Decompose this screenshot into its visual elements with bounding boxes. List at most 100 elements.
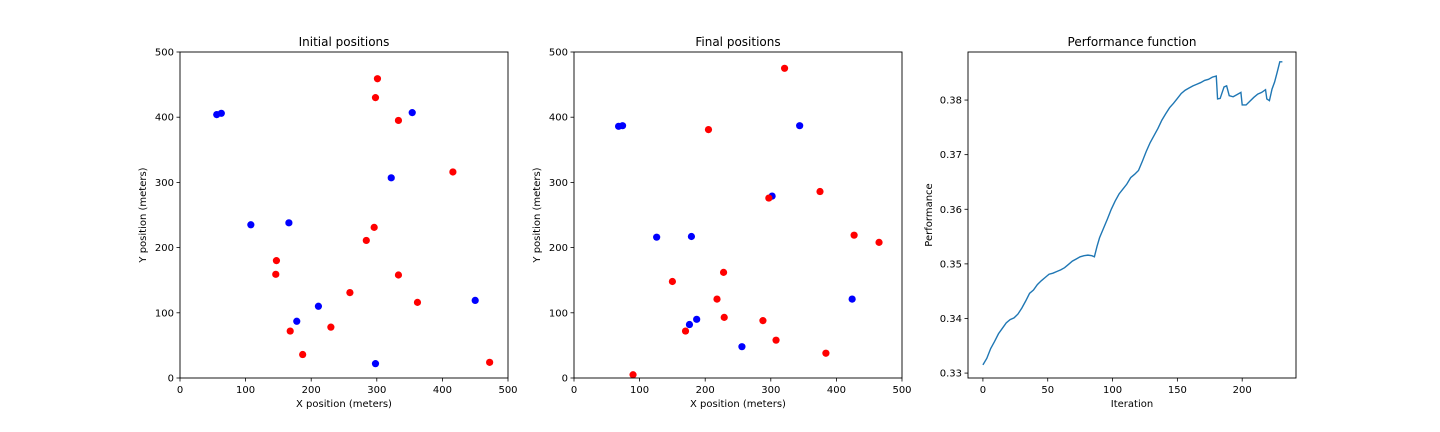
data-point: [408, 109, 416, 117]
x-axis-label: X position (meters): [690, 399, 786, 410]
y-tick-label: 500: [549, 48, 568, 59]
y-tick-label: 0.34: [940, 314, 962, 325]
data-point: [362, 236, 370, 245]
plot-area: [213, 75, 494, 368]
x-tick-label: 150: [1168, 385, 1187, 396]
x-tick-label: 200: [696, 385, 715, 396]
x-tick-label: 0: [980, 385, 986, 396]
data-point: [713, 295, 721, 303]
x-tick-label: 500: [892, 385, 911, 396]
y-tick-label: 300: [549, 178, 568, 189]
data-point: [822, 349, 830, 357]
y-tick-label: 400: [549, 113, 568, 124]
data-point: [685, 320, 694, 329]
data-point: [285, 219, 293, 227]
data-point: [618, 122, 627, 130]
y-axis-label: Y position (meters): [138, 167, 149, 263]
y-tick-label: 0.36: [940, 205, 962, 216]
data-point: [293, 317, 301, 325]
x-tick-label: 400: [827, 385, 846, 396]
data-point: [394, 271, 403, 279]
y-tick-label: 0.33: [940, 369, 962, 380]
x-axis-label: Iteration: [1111, 399, 1153, 410]
y-tick-label: 200: [549, 243, 568, 254]
data-point: [848, 295, 856, 303]
data-point: [720, 313, 728, 321]
x-tick-label: 200: [1233, 385, 1252, 396]
x-axis-label: X position (meters): [296, 399, 392, 410]
y-tick-label: 100: [549, 308, 568, 319]
data-point: [371, 94, 380, 102]
data-point: [413, 298, 422, 306]
data-point: [247, 221, 255, 229]
x-tick-label: 50: [1041, 385, 1054, 396]
data-point: [286, 327, 294, 335]
data-point: [327, 323, 335, 331]
initial-positions-panel: Initial positions 0 100 200 300 400 500 0 100 200…: [138, 35, 518, 410]
y-axis-label: Performance: [924, 183, 935, 246]
x-tick-label: 100: [1103, 385, 1122, 396]
data-point: [272, 257, 281, 265]
data-point: [738, 343, 746, 351]
x-tick-label: 200: [302, 385, 321, 396]
chart-title: Performance function: [1068, 35, 1197, 49]
data-point: [371, 360, 380, 368]
x-tick-label: 100: [236, 385, 255, 396]
y-tick-label: 100: [155, 308, 174, 319]
y-tick-label: 0.35: [940, 259, 962, 270]
plot-area: [982, 61, 1283, 366]
data-point: [370, 223, 378, 231]
data-point: [346, 288, 354, 297]
data-point: [668, 277, 677, 286]
series-line: [982, 61, 1283, 366]
data-point: [681, 327, 690, 335]
data-point: [687, 232, 696, 241]
data-point: [629, 371, 637, 379]
y-tick-label: 300: [155, 178, 174, 189]
chart-title: Initial positions: [299, 35, 390, 49]
data-point: [772, 336, 780, 344]
y-tick-label: 0: [168, 374, 174, 385]
data-point: [704, 125, 713, 134]
data-point: [449, 168, 457, 176]
y-tick-label: 500: [155, 48, 174, 59]
final-positions-panel: Final positions 0 100 200 300 400 500 0 100 200 30…: [532, 35, 912, 410]
data-point: [394, 116, 403, 125]
axes-frame: [179, 51, 509, 379]
x-tick-label: 0: [571, 385, 577, 396]
data-point: [693, 315, 701, 323]
data-point: [759, 317, 767, 325]
x-tick-label: 300: [761, 385, 780, 396]
chart-title: Final positions: [695, 35, 780, 49]
y-tick-label: 200: [155, 243, 174, 254]
performance-panel: Performance function 0 50 100 150 200 0.33 0.34…: [924, 35, 1297, 410]
data-point: [875, 238, 883, 246]
data-point: [719, 268, 728, 276]
y-axis-label: Y position (meters): [532, 167, 543, 263]
data-point: [217, 109, 225, 117]
data-point: [850, 231, 858, 239]
data-point: [314, 302, 323, 310]
data-point: [299, 350, 307, 359]
x-tick-label: 300: [367, 385, 386, 396]
data-point: [471, 296, 479, 305]
data-point: [780, 64, 789, 72]
data-point: [765, 194, 773, 202]
x-tick-label: 100: [630, 385, 649, 396]
x-tick-label: 400: [433, 385, 452, 396]
data-point: [387, 174, 395, 182]
y-tick-label: 0.37: [940, 150, 962, 161]
y-tick-label: 0.38: [940, 96, 962, 107]
x-tick-label: 500: [498, 385, 517, 396]
x-tick-label: 0: [177, 385, 183, 396]
data-point: [796, 122, 804, 130]
data-point: [816, 187, 824, 196]
axes-frame: [573, 51, 903, 379]
axes-frame: [967, 51, 1297, 379]
data-point: [272, 270, 280, 278]
y-tick-label: 0: [562, 374, 568, 385]
plot-area: [615, 64, 883, 379]
data-point: [486, 358, 494, 366]
data-point: [653, 233, 661, 241]
